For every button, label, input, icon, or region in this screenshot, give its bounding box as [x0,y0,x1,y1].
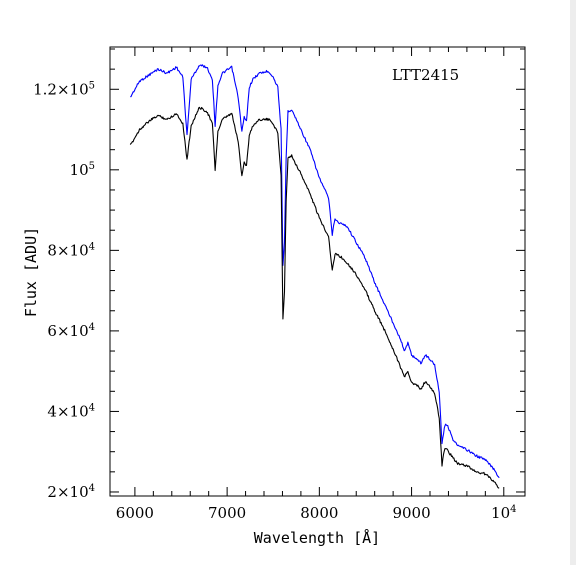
tick-labels: 6000 7000 8000 9000 104 2×104 4×104 6×104 8×104 1… [33,80,516,522]
series-line-blue [130,64,500,479]
x-tick-label: 8000 [300,504,338,522]
x-tick-label: 9000 [392,504,430,522]
x-tick-label: 6000 [116,504,154,522]
y-axis-title: Flux [ADU] [22,227,40,317]
annotation-label: LTT2415 [392,66,459,84]
x-axis-title: Wavelength [Å] [254,528,380,547]
y-tick-label: 2×104 [47,483,95,501]
x-tick-label: 104 [491,504,516,522]
y-tick-label: 4×104 [47,402,95,420]
axis-ticks [110,47,525,496]
series-layer [129,64,500,489]
y-tick-label: 1.2×105 [33,80,95,98]
series-line-black [129,106,500,489]
plot-frame [109,46,526,497]
y-tick-label: 8×104 [47,241,95,259]
x-tick-label: 7000 [208,504,246,522]
y-tick-label: 6×104 [47,322,95,340]
window-edge [570,0,576,565]
y-tick-label: 105 [70,161,95,179]
